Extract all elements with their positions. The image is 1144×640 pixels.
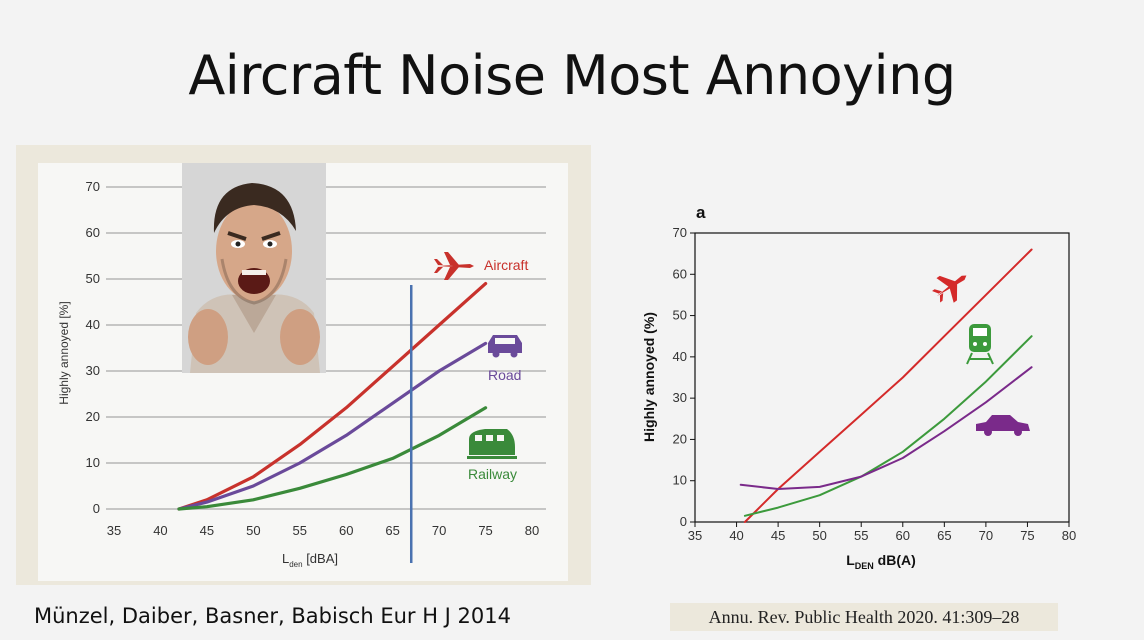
left-y-tick-label: 60 [86,225,100,240]
right-y-tick-label: 0 [680,514,687,529]
left-chart-area: 0 10 20 30 40 50 60 70 35 40 45 50 55 60 65 70 75 80 Hig… [38,163,568,581]
left-y-tick-label: 40 [86,317,100,332]
left-x-axis-label: Lden [dBA] [282,551,338,569]
left-y-tick-label: 0 [93,501,100,516]
left-x-tick-label: 75 [478,523,492,538]
left-x-tick-label: 50 [246,523,260,538]
left-x-label-main: L [282,551,289,566]
credit-right: Annu. Rev. Public Health 2020. 41:309–28 [670,603,1058,631]
right-x-tick-label: 35 [688,528,702,543]
right-chart: a 0 10 20 30 40 50 60 70 35 40 45 50 55 60 65 70 75 80 H… [641,203,1076,571]
right-y-tick-label: 30 [673,390,687,405]
right-chart-panel: a 0 10 20 30 40 50 60 70 35 40 45 50 55 60 65 70 75 80 H… [628,190,1088,580]
car-icon [976,415,1030,436]
right-y-ticks: 0 10 20 30 40 50 60 70 [673,225,695,529]
right-series-lines [739,248,1033,523]
right-x-ticks: 35 40 45 50 55 60 65 70 75 80 [688,522,1076,543]
right-x-axis-label: LDEN dB(A) [846,552,916,571]
train-icon [467,429,517,459]
left-x-tick-label: 45 [200,523,214,538]
left-y-tick-label: 10 [86,455,100,470]
right-x-tick-label: 55 [854,528,868,543]
left-x-tick-label: 60 [339,523,353,538]
right-series-line-2 [739,366,1033,490]
left-y-ticks: 0 10 20 30 40 50 60 70 [86,179,100,516]
right-y-tick-label: 40 [673,349,687,364]
left-chart-panel: 0 10 20 30 40 50 60 70 35 40 45 50 55 60 65 70 75 80 Hig… [16,145,591,585]
right-x-tick-label: 75 [1020,528,1034,543]
airplane-icon [932,275,967,303]
right-y-tick-label: 10 [673,473,687,488]
left-series-line-railway [177,406,488,511]
left-gridlines [106,186,546,510]
right-x-tick-label: 40 [729,528,743,543]
left-chart: 0 10 20 30 40 50 60 70 35 40 45 50 55 60 65 70 75 80 Hig… [57,179,546,569]
right-panel-label: a [696,203,706,222]
left-x-label-sub: den [289,560,302,569]
right-axes [694,232,1070,523]
right-y-tick-label: 60 [673,266,687,281]
angry-man-photo [182,163,326,373]
right-plot-frame [694,232,1070,523]
airplane-icon [434,252,474,280]
right-x-label-unit: dB(A) [874,552,916,568]
right-series-line-0 [743,248,1033,523]
right-y-tick-label: 20 [673,431,687,446]
left-series-line-road [177,341,488,511]
left-x-tick-label: 35 [107,523,121,538]
right-x-tick-label: 60 [896,528,910,543]
left-y-tick-label: 20 [86,409,100,424]
left-series-label-road: Road [488,367,521,383]
right-x-tick-label: 45 [771,528,785,543]
credit-left: Münzel, Daiber, Basner, Babisch Eur H J … [34,604,511,628]
car-icon [488,335,522,358]
left-x-tick-label: 65 [385,523,399,538]
right-x-tick-label: 80 [1062,528,1076,543]
left-x-label-unit: [dBA] [303,551,338,566]
left-y-axis-label: Highly annoyed [%] [57,301,71,404]
left-series-label-railway: Railway [468,466,517,482]
left-y-tick-label: 70 [86,179,100,194]
right-y-axis-label: Highly annoyed (%) [641,312,657,442]
left-y-tick-label: 30 [86,363,100,378]
right-x-label-sub: DEN [855,561,874,571]
left-x-tick-label: 70 [432,523,446,538]
train-icon [966,324,994,365]
right-x-tick-label: 50 [812,528,826,543]
slide-title: Aircraft Noise Most Annoying [188,44,956,107]
right-y-tick-label: 70 [673,225,687,240]
left-series-line-aircraft [177,282,488,511]
left-series-label-aircraft: Aircraft [484,257,528,273]
right-x-tick-label: 70 [979,528,993,543]
left-x-tick-label: 40 [153,523,167,538]
left-y-tick-label: 50 [86,271,100,286]
right-series-line-1 [743,335,1033,517]
left-x-ticks: 35 40 45 50 55 60 65 70 75 80 [107,523,539,538]
right-x-tick-label: 65 [937,528,951,543]
right-y-tick-label: 50 [673,308,687,323]
left-series-lines [177,282,488,511]
right-x-label-main: L [846,552,855,568]
left-x-tick-label: 55 [293,523,307,538]
left-x-tick-label: 80 [525,523,539,538]
